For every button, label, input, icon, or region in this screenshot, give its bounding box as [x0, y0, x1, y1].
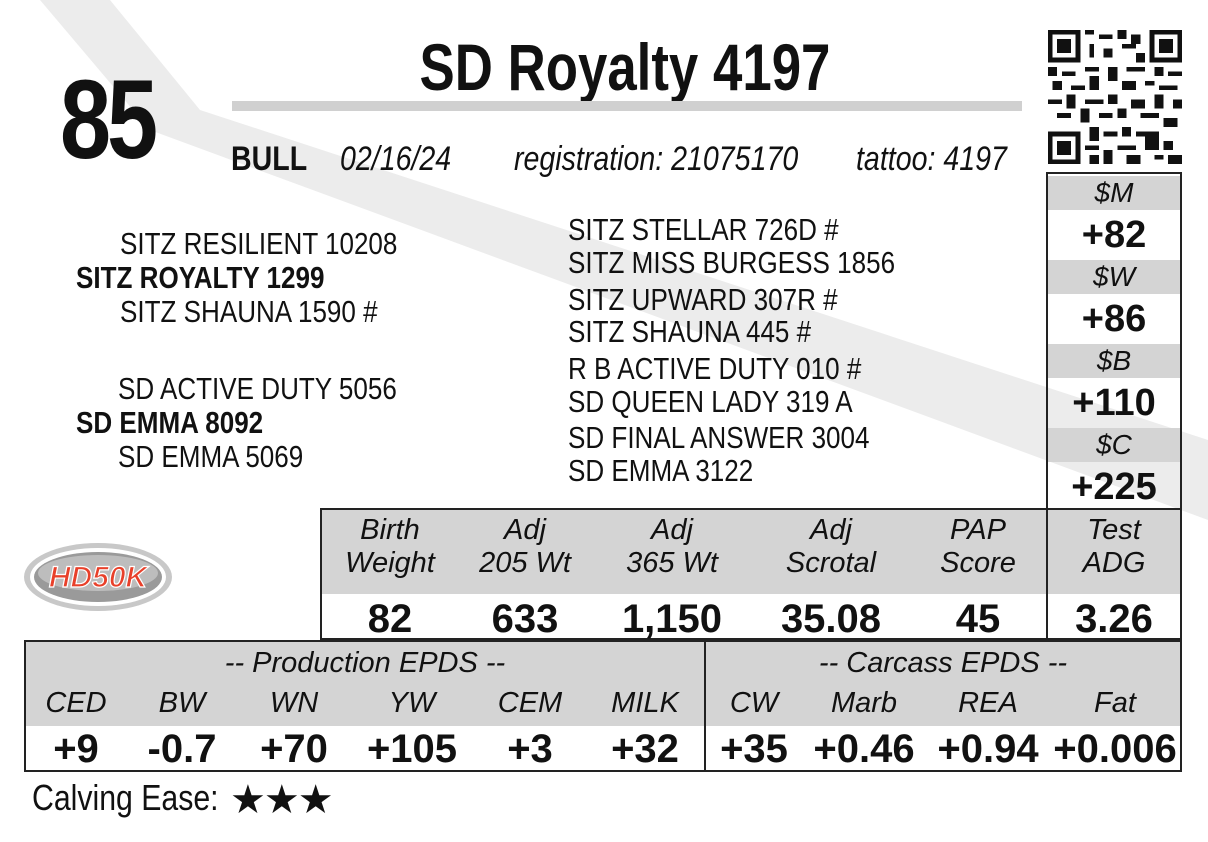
trait-header-pap: PAP Score — [910, 514, 1046, 580]
epd-value-yw: +105 — [366, 727, 458, 771]
trait-value-scrotal: 35.08 — [780, 597, 882, 641]
pedigree-ancestor: R B ACTIVE DUTY 010 # — [568, 351, 862, 386]
trait-label: 205 Wt — [479, 547, 571, 579]
pedigree-sire-sire: SITZ RESILIENT 10208 — [120, 226, 398, 261]
pedigree-ancestor: SD FINAL ANSWER 3004 — [568, 420, 870, 455]
trait-value-pap: 45 — [955, 597, 1001, 641]
trait-label: Score — [940, 547, 1016, 579]
trait-header-adg: Test ADG — [1048, 514, 1180, 580]
trait-label: Birth — [360, 514, 420, 546]
epd-label-yw: YW — [388, 687, 436, 719]
qr-code-icon — [1048, 30, 1182, 164]
tattoo: tattoo: 4197 — [856, 140, 1007, 178]
pedigree-sire-dam: SITZ SHAUNA 1590 # — [120, 294, 378, 329]
trait-header — [322, 510, 1180, 594]
pedigree-dam-dam: SD EMMA 5069 — [118, 439, 304, 474]
epd-label-bw: BW — [158, 687, 206, 719]
trait-header-birth-weight: Birth Weight — [322, 514, 458, 580]
epd-value-milk: +32 — [611, 727, 679, 771]
index-label-b: $B — [1048, 344, 1180, 378]
epd-label-fat: Fat — [1094, 687, 1136, 719]
lot-number: 85 — [60, 57, 158, 182]
trait-value-birth-weight: 82 — [367, 597, 413, 641]
epd-value-wn: +70 — [260, 727, 328, 771]
trait-table: Birth Weight Adj 205 Wt Adj 365 Wt Adj Scrot… — [320, 508, 1182, 641]
trait-value-205: 633 — [491, 597, 559, 641]
index-value-c: +225 — [1071, 466, 1157, 508]
registration: registration: 21075170 — [514, 140, 799, 178]
svg-text:HD50K: HD50K — [49, 561, 150, 594]
carcass-epds-title: -- Carcass EPDS -- — [818, 647, 1068, 679]
trait-label: PAP — [950, 514, 1006, 546]
trait-label: ADG — [1082, 547, 1146, 579]
index-label-m: $M — [1048, 176, 1180, 210]
trait-label: Weight — [345, 547, 435, 579]
epd-label-ced: CED — [45, 687, 107, 719]
epd-header — [26, 642, 1180, 726]
index-label-w: $W — [1048, 260, 1180, 294]
index-label-c: $C — [1048, 428, 1180, 462]
sex-label: BULL — [231, 140, 308, 178]
pedigree-ancestor: SD QUEEN LADY 319 A — [568, 384, 853, 419]
birth-date: 02/16/24 — [340, 140, 452, 178]
epd-table: -- Production EPDS -- -- Carcass EPDS --… — [24, 640, 1182, 772]
trait-label: 365 Wt — [626, 547, 718, 579]
epd-value-bw: -0.7 — [147, 727, 217, 771]
trait-divider — [1046, 510, 1048, 638]
calving-ease-label: Calving Ease: — [32, 777, 219, 818]
trait-label: Test — [1087, 514, 1141, 546]
epd-value-cem: +3 — [507, 727, 553, 771]
epd-label-cem: CEM — [497, 687, 563, 719]
hd50k-logo: HD50K — [24, 543, 172, 611]
dollar-index-column: $M +82 $W +86 $B +110 $C +225 — [1046, 172, 1182, 510]
production-epds-title: -- Production EPDS -- — [224, 647, 506, 679]
pedigree-dam: SD EMMA 8092 — [76, 405, 264, 440]
epd-value-marb: +0.46 — [813, 727, 915, 771]
pedigree-sire: SITZ ROYALTY 1299 — [76, 260, 325, 295]
epd-label-milk: MILK — [611, 687, 679, 719]
epd-divider — [704, 642, 706, 770]
trait-label: Adj — [810, 514, 852, 546]
pedigree-ancestor: SD EMMA 3122 — [568, 453, 754, 488]
animal-name: SD Royalty 4197 — [419, 30, 831, 104]
epd-label-rea: REA — [958, 687, 1018, 719]
trait-value-adg: 3.26 — [1075, 597, 1153, 641]
epd-label-cw: CW — [729, 687, 779, 719]
epd-value-cw: +35 — [720, 727, 788, 771]
pedigree-dam-sire: SD ACTIVE DUTY 5056 — [118, 371, 397, 406]
epd-label-marb: Marb — [830, 687, 898, 719]
trait-header-205: Adj 205 Wt — [458, 514, 592, 580]
trait-label: Scrotal — [785, 547, 877, 579]
title-underline — [232, 101, 1022, 111]
trait-header-scrotal: Adj Scrotal — [752, 514, 910, 580]
pedigree-ancestor: SITZ MISS BURGESS 1856 — [568, 245, 896, 280]
epd-value-ced: +9 — [53, 727, 99, 771]
index-value-w: +86 — [1081, 298, 1147, 340]
trait-label: Adj — [504, 514, 546, 546]
epd-label-wn: WN — [269, 687, 319, 719]
trait-value-365: 1,150 — [621, 597, 723, 641]
index-value-b: +110 — [1072, 382, 1156, 424]
trait-label: Adj — [651, 514, 693, 546]
pedigree-ancestor: SITZ STELLAR 726D # — [568, 212, 839, 247]
trait-header-365: Adj 365 Wt — [592, 514, 752, 580]
calving-ease-stars: ★★★ — [230, 778, 334, 822]
epd-value-fat: +0.006 — [1053, 727, 1177, 771]
pedigree-ancestor: SITZ UPWARD 307R # — [568, 282, 838, 317]
index-value-m: +82 — [1081, 214, 1147, 256]
pedigree-ancestor: SITZ SHAUNA 445 # — [568, 314, 812, 349]
epd-value-rea: +0.94 — [937, 727, 1039, 771]
